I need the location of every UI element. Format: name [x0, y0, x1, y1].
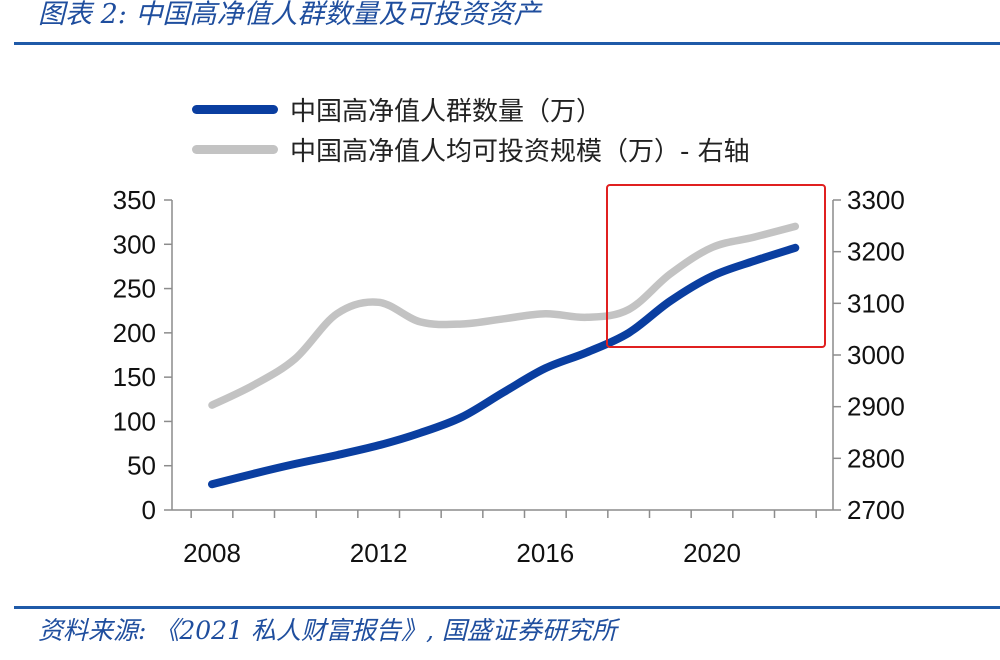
x-tick-label: 2008 [183, 538, 241, 568]
right-tick-label: 2700 [847, 495, 905, 525]
right-tick-label: 3000 [847, 340, 905, 370]
left-tick-label: 50 [127, 451, 156, 481]
legend-item-count: 中国高净值人群数量（万） [192, 92, 603, 127]
series-line-count [208, 243, 800, 489]
left-tick-label: 300 [113, 229, 156, 259]
x-tick-label: 2016 [516, 538, 574, 568]
right-tick-label: 3200 [847, 237, 905, 267]
legend-swatch-assets [192, 144, 278, 154]
legend-label-count: 中国高净值人群数量（万） [290, 96, 603, 127]
chart-series [208, 222, 800, 489]
footer-rule [14, 606, 1000, 609]
chart-axes [164, 199, 841, 518]
left-tick-label: 350 [113, 185, 156, 215]
legend-swatch-count [192, 104, 278, 114]
header-rule [14, 42, 1000, 45]
right-tick-label: 2900 [847, 392, 905, 422]
source-note: 资料来源: 《2021 私人财富报告》, 国盛证券研究所 [38, 616, 617, 645]
x-tick-label: 2020 [683, 538, 741, 568]
legend-label-assets: 中国高净值人均可投资规模（万）- 右轴 [290, 136, 750, 167]
highlight-box [606, 184, 826, 348]
left-tick-label: 150 [113, 362, 156, 392]
chart-tick-labels: 0 50 100 150 200 250 300 350 2700 2800 2900 3000 310… [113, 185, 905, 568]
right-tick-label: 3100 [847, 288, 905, 318]
left-tick-label: 250 [113, 274, 156, 304]
x-tick-label: 2012 [350, 538, 408, 568]
series-line-assets [208, 222, 800, 409]
left-tick-label: 0 [142, 495, 156, 525]
legend-item-assets: 中国高净值人均可投资规模（万）- 右轴 [192, 132, 750, 167]
right-tick-label: 2800 [847, 443, 905, 473]
left-tick-label: 200 [113, 318, 156, 348]
figure-title: 图表 2: 中国高净值人群数量及可投资资产 [38, 0, 541, 30]
right-tick-label: 3300 [847, 185, 905, 215]
left-tick-label: 100 [113, 406, 156, 436]
